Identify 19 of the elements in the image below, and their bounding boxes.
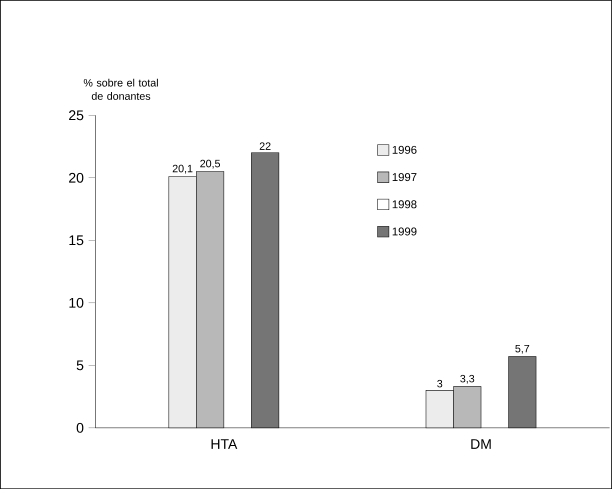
x-tick-label: DM	[471, 439, 491, 449]
y-tick-label: 25	[69, 110, 84, 120]
data-label: 20,1	[172, 164, 192, 174]
y-tick-label: 0	[76, 422, 84, 433]
legend-label: 1998	[392, 200, 417, 208]
legend-label: 1997	[392, 172, 416, 181]
data-label: 22	[260, 142, 271, 150]
y-tick-label: 15	[69, 235, 84, 246]
data-label: 3,3	[460, 374, 474, 384]
data-label: 3	[437, 380, 442, 388]
data-label: 20,5	[200, 160, 220, 168]
legend-label: 1999	[392, 227, 416, 236]
y-tick-label: 10	[69, 298, 84, 308]
x-tick-label: HTA	[212, 439, 238, 449]
y-tick-label: 5	[76, 360, 84, 370]
y-tick-label: 20	[69, 172, 84, 183]
data-label: 5,7	[515, 344, 530, 354]
y-axis-title: % sobre el total de donantes	[84, 78, 158, 100]
legend-label: 1996	[392, 146, 417, 154]
